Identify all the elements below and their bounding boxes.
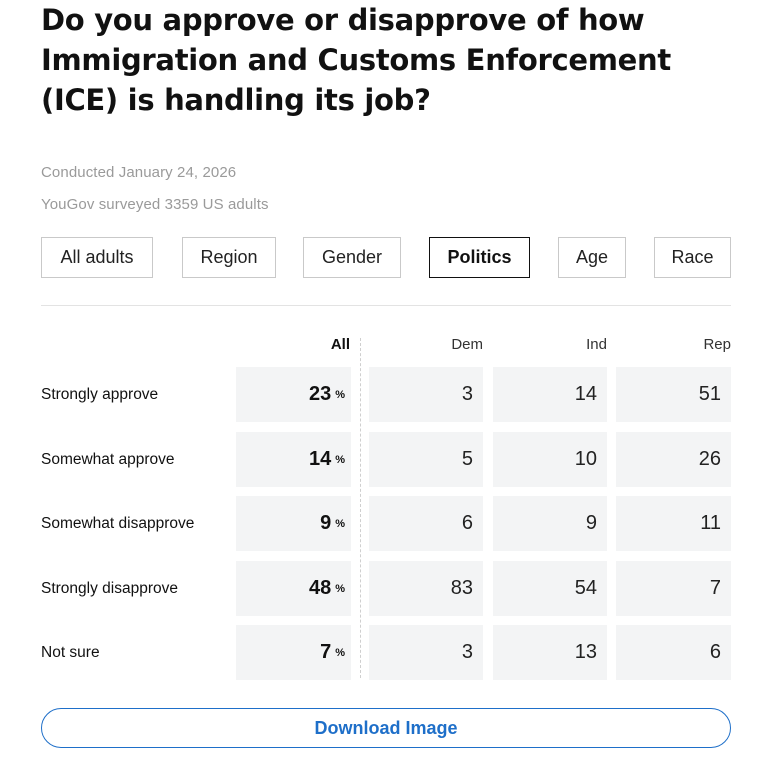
tab-region[interactable]: Region bbox=[182, 237, 276, 278]
cell-ind: 9 bbox=[493, 496, 607, 551]
cell-rep: 51 bbox=[616, 367, 731, 422]
column-header-dem: Dem bbox=[451, 336, 483, 353]
row-label: Somewhat approve bbox=[41, 450, 175, 468]
percent-sign: % bbox=[335, 647, 345, 659]
percent-sign: % bbox=[335, 454, 345, 466]
cell-ind: 10 bbox=[493, 432, 607, 487]
cell-value: 9 bbox=[320, 512, 332, 534]
cell-all: 23% bbox=[236, 367, 351, 422]
cell-dem: 5 bbox=[369, 432, 483, 487]
cell-dem: 3 bbox=[369, 367, 483, 422]
cell-all: 7% bbox=[236, 625, 351, 680]
cell-all: 14% bbox=[236, 432, 351, 487]
page-title: Do you approve or disapprove of how Immi… bbox=[41, 3, 671, 117]
percent-sign: % bbox=[335, 389, 345, 401]
percent-sign: % bbox=[335, 518, 345, 530]
row-label: Somewhat disapprove bbox=[41, 514, 195, 532]
row-label: Strongly approve bbox=[41, 385, 159, 403]
cell-rep: 6 bbox=[616, 625, 731, 680]
cell-rep: 26 bbox=[616, 432, 731, 487]
cell-value: 7 bbox=[320, 641, 332, 663]
percent-sign: % bbox=[335, 583, 345, 595]
cell-value: 14 bbox=[308, 448, 332, 470]
tab-race[interactable]: Race bbox=[654, 237, 731, 278]
row-label: Not sure bbox=[41, 643, 100, 661]
cell-all: 9% bbox=[236, 496, 351, 551]
cell-rep: 7 bbox=[616, 561, 731, 616]
row-label: Strongly disapprove bbox=[41, 579, 178, 597]
cell-ind: 54 bbox=[493, 561, 607, 616]
cell-all: 48% bbox=[236, 561, 351, 616]
column-header-rep: Rep bbox=[703, 336, 731, 353]
cell-ind: 14 bbox=[493, 367, 607, 422]
download-image-button[interactable]: Download Image bbox=[41, 708, 731, 748]
cell-dem: 6 bbox=[369, 496, 483, 551]
cell-ind: 13 bbox=[493, 625, 607, 680]
column-header-all: All bbox=[330, 336, 350, 353]
tab-all-adults[interactable]: All adults bbox=[41, 237, 153, 278]
conducted-date: Conducted January 24, 2026 bbox=[41, 164, 237, 181]
cell-dem: 83 bbox=[369, 561, 483, 616]
tab-age[interactable]: Age bbox=[558, 237, 626, 278]
cell-rep: 11 bbox=[616, 496, 731, 551]
column-header-ind: Ind bbox=[586, 336, 607, 353]
cell-value: 23 bbox=[308, 383, 332, 405]
tab-gender[interactable]: Gender bbox=[303, 237, 401, 278]
demographic-tabs: All adults Region Gender Politics Age Race bbox=[41, 237, 731, 278]
all-column-separator bbox=[360, 338, 361, 678]
cell-value: 48 bbox=[308, 577, 332, 599]
sample-size: YouGov surveyed 3359 US adults bbox=[41, 196, 269, 213]
cell-dem: 3 bbox=[369, 625, 483, 680]
divider bbox=[41, 305, 731, 306]
tab-politics[interactable]: Politics bbox=[429, 237, 530, 278]
